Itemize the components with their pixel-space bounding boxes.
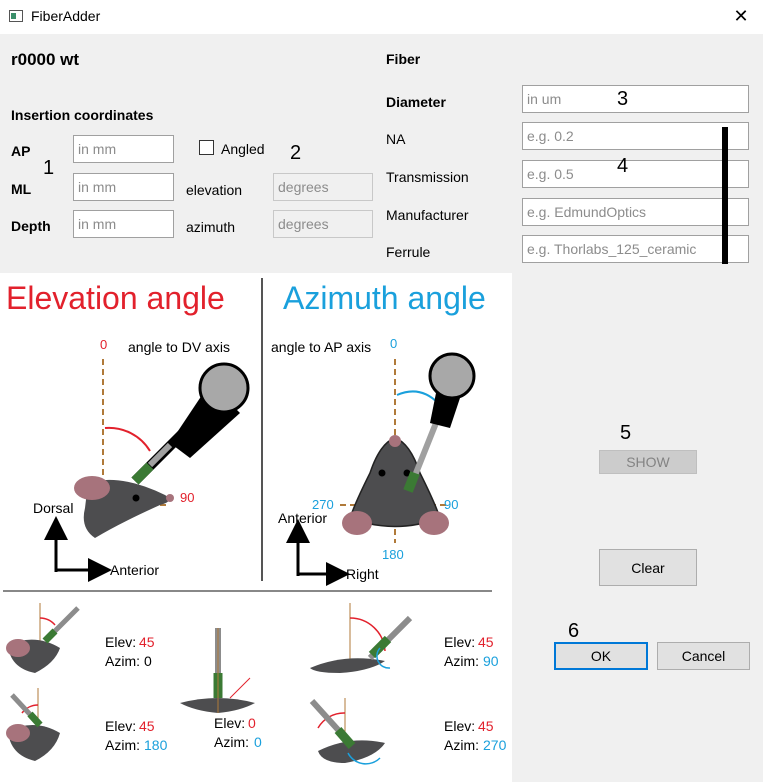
ferrule-input[interactable] — [522, 235, 749, 263]
angled-checkbox[interactable] — [199, 140, 214, 155]
clear-button[interactable]: Clear — [599, 549, 697, 586]
na-label: NA — [386, 131, 406, 147]
example-3-azim-label: Azim: — [214, 734, 249, 750]
example-3-elev-label: Elev: — [214, 715, 245, 731]
depth-label: Depth — [11, 218, 51, 234]
ok-button[interactable]: OK — [554, 642, 648, 670]
mouse-ear — [74, 476, 110, 500]
elev-axis-note: angle to DV axis — [128, 339, 230, 355]
example-5-azim-value: 270 — [483, 737, 507, 753]
ferrule-label: Ferrule — [386, 244, 431, 260]
azim-axis-note: angle to AP axis — [271, 339, 371, 355]
right-label: Right — [346, 566, 379, 582]
example-1-azim-value: 0 — [144, 653, 152, 669]
close-icon[interactable]: ✕ — [733, 6, 749, 26]
fiber-tip-elev — [131, 462, 154, 485]
example-3-elev-value: 0 — [248, 715, 256, 731]
marker-2: 2 — [290, 142, 302, 164]
example-2-elev-value: 45 — [139, 718, 155, 734]
ap-label: AP — [11, 143, 31, 159]
anterior2-label: Anterior — [278, 510, 327, 526]
show-button[interactable]: SHOW — [599, 450, 697, 474]
angle-diagram-svg: Elevation angle Azimuth angle 0 angle to… — [3, 278, 507, 765]
mouse-top-nose — [389, 435, 401, 447]
azimuth-label: azimuth — [186, 219, 236, 235]
example-5-elev-label: Elev: — [444, 718, 475, 734]
example-1-elev-value: 45 — [139, 634, 155, 650]
fiber-knob-elev — [198, 362, 250, 414]
transmission-label: Transmission — [386, 169, 469, 185]
example-3-azim-value: 0 — [254, 734, 262, 750]
example-5-elev-value: 45 — [478, 718, 494, 734]
marker-4: 4 — [617, 155, 629, 177]
dorsal-label: Dorsal — [33, 500, 73, 516]
elevation-title: Elevation angle — [6, 280, 225, 316]
elev-ninety-label: 90 — [180, 490, 194, 505]
ml-input[interactable] — [73, 173, 174, 201]
manufacturer-input[interactable] — [522, 198, 749, 226]
example-4-elev-label: Elev: — [444, 634, 475, 650]
azim-angle-arc — [396, 390, 439, 404]
azim-zero-label: 0 — [390, 336, 397, 351]
example-5-azim-label: Azim: — [444, 737, 479, 753]
mouse-top-ear-right — [419, 511, 449, 535]
example-2-azim-label: Azim: — [105, 737, 140, 753]
azimuth-title: Azimuth angle — [283, 280, 486, 316]
example-4-drawing — [310, 603, 413, 673]
azim-180-label: 180 — [382, 547, 404, 562]
mouse-nose — [166, 494, 174, 502]
elev-angle-arc — [104, 426, 151, 452]
marker-1: 1 — [43, 157, 55, 179]
azimuth-input[interactable] — [273, 210, 373, 238]
example-5-drawing — [309, 698, 385, 765]
marker-6: 6 — [568, 620, 580, 642]
fiber-tip-azim — [403, 471, 420, 493]
example-1-drawing — [6, 603, 80, 673]
angled-label: Angled — [221, 141, 265, 157]
mouse-eye — [132, 494, 140, 502]
ml-label: ML — [11, 181, 32, 197]
angle-diagram: Elevation angle Azimuth angle 0 angle to… — [0, 273, 512, 782]
example-3-drawing — [180, 628, 255, 713]
diameter-input[interactable] — [522, 85, 749, 113]
annotation-bar — [722, 127, 728, 264]
subject-label: r0000 wt — [11, 50, 80, 69]
ap-input[interactable] — [73, 135, 174, 163]
depth-input[interactable] — [73, 210, 174, 238]
fiber-knob-azim — [428, 352, 476, 400]
example-2-elev-label: Elev: — [105, 718, 136, 734]
insertion-heading: Insertion coordinates — [11, 107, 154, 123]
window-title: FiberAdder — [31, 8, 101, 24]
fiber-heading: Fiber — [386, 51, 421, 67]
app-icon — [9, 10, 23, 22]
marker-5: 5 — [620, 422, 632, 444]
mouse-top-ear-left — [342, 511, 372, 535]
cancel-button[interactable]: Cancel — [657, 642, 750, 670]
mouse-top-eye-right — [403, 469, 411, 477]
mouse-top-eye-left — [378, 469, 386, 477]
diameter-label: Diameter — [386, 94, 446, 110]
marker-3: 3 — [617, 88, 629, 110]
elevation-label: elevation — [186, 182, 243, 198]
example-4-azim-value: 90 — [483, 653, 499, 669]
example-4-elev-value: 45 — [478, 634, 494, 650]
example-1-elev-label: Elev: — [105, 634, 136, 650]
manufacturer-label: Manufacturer — [386, 207, 469, 223]
transmission-input[interactable] — [522, 160, 749, 188]
example-2-azim-value: 180 — [144, 737, 168, 753]
azim-270-label: 270 — [312, 497, 334, 512]
elevation-input[interactable] — [273, 173, 373, 201]
anterior-label: Anterior — [110, 562, 159, 578]
example-2-drawing — [6, 688, 60, 761]
fiber-shaft-elev — [147, 442, 173, 468]
example-4-azim-label: Azim: — [444, 653, 479, 669]
elev-zero-label: 0 — [100, 337, 107, 352]
example-1-azim-label: Azim: — [105, 653, 140, 669]
azim-90-label: 90 — [444, 497, 458, 512]
na-input[interactable] — [522, 122, 749, 150]
title-bar: FiberAdder ✕ — [0, 0, 763, 34]
